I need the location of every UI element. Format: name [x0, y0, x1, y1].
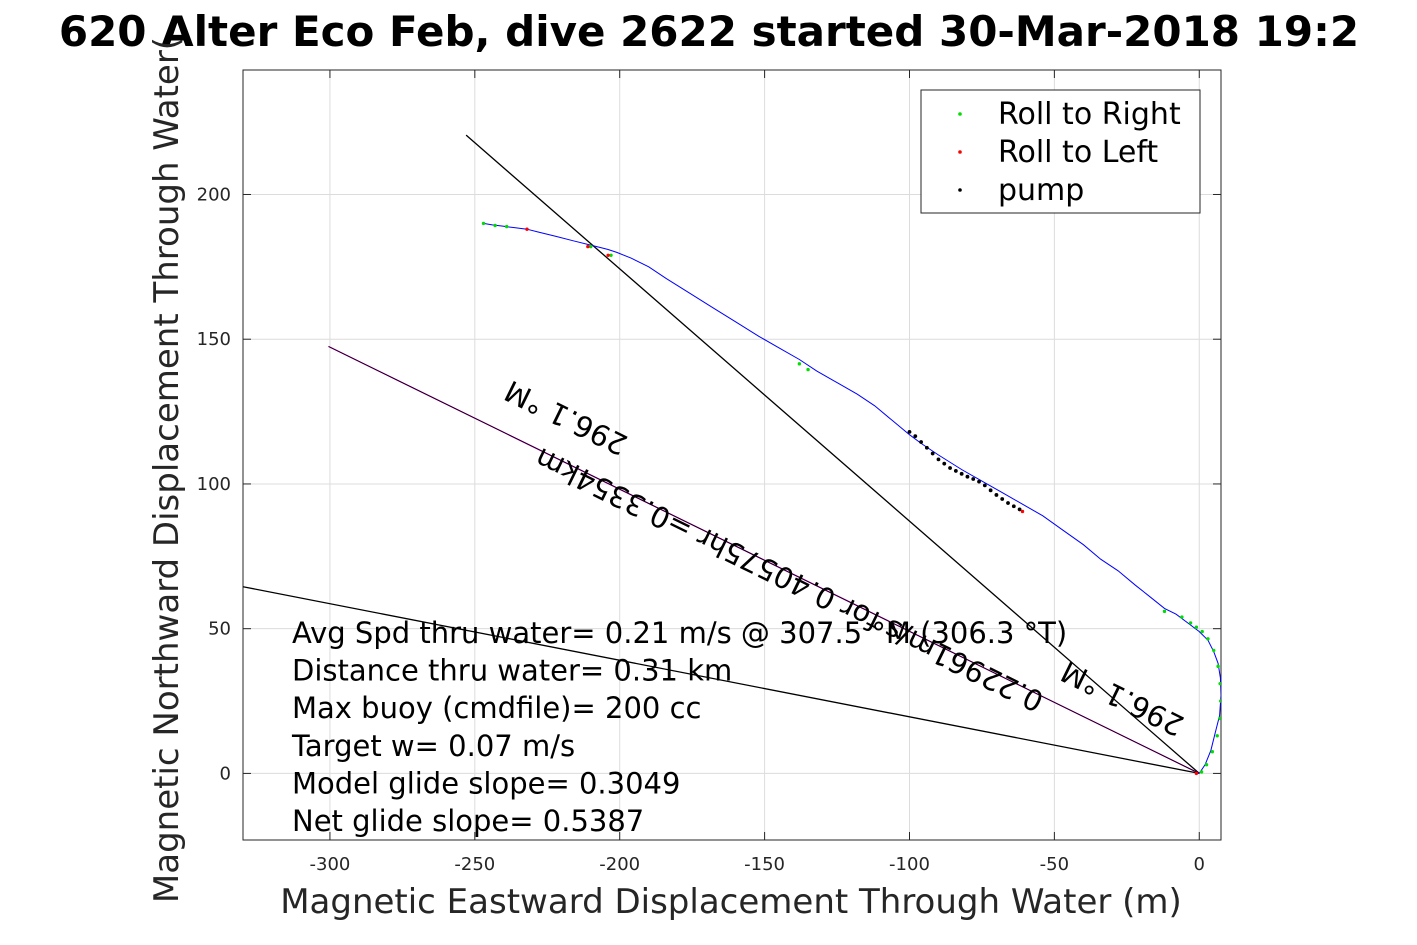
legend-marker-roll-right — [958, 112, 962, 116]
heading-label: 296.1 °M — [1056, 654, 1189, 743]
pump-point — [907, 429, 912, 434]
roll-right-point — [1199, 770, 1204, 774]
pump-point — [959, 471, 964, 476]
pump-point — [994, 493, 999, 497]
legend-box — [920, 89, 1201, 214]
x-tick-label: -100 — [889, 854, 930, 875]
x-tick-label: -50 — [1040, 854, 1069, 875]
x-tick-label: 0 — [1194, 854, 1205, 875]
pump-point — [919, 440, 923, 444]
dive-track — [483, 222, 1221, 774]
roll-right-point — [1188, 621, 1193, 625]
pump-point — [1011, 504, 1016, 509]
legend-marker-roll-left — [958, 150, 962, 154]
roll-right-point — [609, 253, 613, 257]
y-axis-label: Magnetic Northward Displacement Through … — [147, 37, 187, 903]
stats-annotation: Distance thru water= 0.31 km — [292, 654, 732, 688]
y-tick-label: 150 — [197, 329, 231, 350]
roll-right-point — [1210, 750, 1215, 754]
roll-right-point — [1204, 763, 1209, 767]
pump-point — [965, 474, 970, 479]
roll-right-point — [1180, 615, 1184, 619]
roll-left-point — [1020, 509, 1025, 514]
stats-annotation: Target w= 0.07 m/s — [291, 729, 575, 763]
roll-right-point — [481, 221, 486, 226]
pump-point — [988, 488, 993, 493]
roll-right-point — [1215, 734, 1219, 738]
roll-markers — [481, 221, 1221, 776]
x-tick-label: -250 — [454, 854, 495, 875]
pump-point — [982, 483, 987, 488]
roll-right-point — [1216, 664, 1220, 669]
stats-annotation: Net glide slope= 0.5387 — [292, 804, 644, 838]
roll-right-point — [589, 244, 593, 249]
roll-left-point — [586, 244, 590, 249]
x-tick-label: -200 — [599, 854, 640, 875]
reference-line — [328, 346, 1200, 774]
pump-point — [953, 469, 958, 473]
reference-line — [465, 134, 1200, 774]
roll-right-point — [504, 224, 509, 229]
stats-annotations: Avg Spd thru water= 0.21 m/s @ 307.5 °M … — [291, 616, 1067, 838]
y-tick-label: 50 — [208, 619, 231, 640]
legend-label-pump: pump — [998, 173, 1084, 208]
roll-right-point — [1200, 629, 1204, 634]
roll-left-point — [1194, 771, 1199, 776]
roll-right-point — [1218, 681, 1221, 686]
reference-lines — [243, 134, 1200, 775]
pump-point — [1006, 501, 1010, 505]
pump-point — [971, 477, 976, 481]
x-tick-label: -300 — [310, 854, 351, 875]
pump-point — [1000, 497, 1005, 501]
roll-right-point — [1194, 625, 1199, 629]
stats-annotation: Avg Spd thru water= 0.21 m/s @ 307.5 °M … — [292, 616, 1067, 650]
roll-right-point — [1162, 609, 1167, 614]
legend-marker-pump — [958, 188, 962, 192]
roll-left-point — [525, 227, 529, 231]
pump-point — [977, 479, 981, 484]
y-tick-label: 100 — [197, 474, 231, 495]
pump-point — [930, 451, 935, 456]
roll-right-point — [1212, 648, 1216, 653]
reference-line — [243, 586, 1200, 775]
y-tick-label: 200 — [197, 184, 231, 205]
roll-right-point — [1218, 716, 1221, 721]
plot-area — [242, 69, 1222, 841]
y-tick-label: 0 — [220, 763, 231, 784]
roll-right-point — [493, 223, 497, 228]
pump-point — [942, 461, 947, 466]
roll-right-point — [797, 362, 802, 366]
roll-right-point — [806, 367, 810, 372]
chart-title: 620 Alter Eco Feb, dive 2622 started 30-… — [59, 7, 1359, 56]
roll-right-point — [1206, 637, 1210, 641]
track-line — [483, 222, 1221, 774]
roll-right-point — [1219, 699, 1221, 703]
x-axis-label: Magnetic Eastward Displacement Through W… — [280, 882, 1182, 922]
legend: Roll to Right Roll to Left pump — [920, 89, 1201, 214]
stats-annotation: Model glide slope= 0.3049 — [292, 766, 680, 800]
roll-left-point — [606, 253, 610, 257]
legend-label-roll-right: Roll to Right — [998, 97, 1181, 132]
heading-label: 296.1 °M — [499, 373, 632, 462]
stats-annotation: Max buoy (cmdfile)= 200 cc — [292, 691, 701, 725]
pump-point — [936, 457, 941, 462]
legend-label-roll-left: Roll to Left — [998, 135, 1158, 170]
x-tick-label: -150 — [744, 854, 785, 875]
pump-point — [948, 466, 952, 470]
axis-ticks: -300 -250 -200 -150 -100 -50 0 0 50 100 150 200 — [197, 70, 1221, 875]
pump-point — [924, 445, 929, 450]
pump-point — [913, 434, 918, 439]
pump-point — [1017, 507, 1022, 512]
